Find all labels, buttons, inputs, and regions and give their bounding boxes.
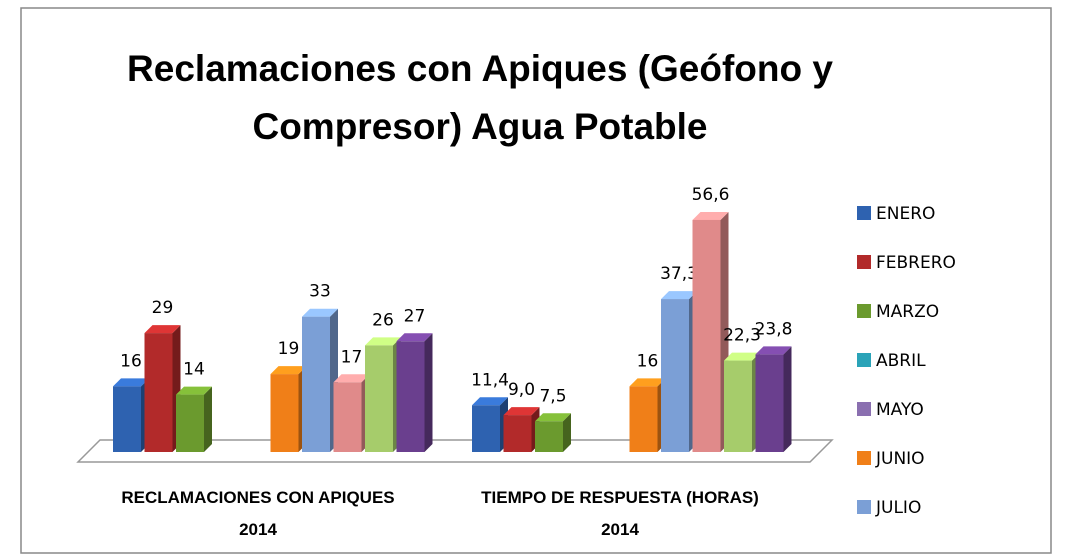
bar-top [661,291,697,300]
bar [113,386,141,452]
bar-top [113,378,149,387]
data-label: 14 [183,360,205,380]
bar-top [503,407,540,416]
bar-side [204,386,212,452]
bar-top [176,386,212,395]
x-tick-label: RECLAMACIONES CON APIQUES 2014 [121,488,395,539]
bar-top [535,413,571,422]
bar-top [333,374,370,383]
legend-label: JULIO [875,498,921,518]
data-label: 19 [278,339,300,359]
data-label: 22,3 [723,326,761,346]
data-label: 16 [637,351,659,371]
data-label: 9,0 [508,380,535,400]
bar [333,382,362,452]
chart-title: Reclamaciones con Apiques (Geófono y Com… [127,48,833,147]
bar [724,360,752,452]
bar-top [724,352,760,361]
legend-swatch [857,402,871,416]
data-label: 37,3 [660,264,698,284]
data-label: 56,6 [692,185,730,205]
legend-swatch [857,304,871,318]
legend-label: MARZO [876,302,939,322]
bar [270,374,299,452]
bar-top [692,211,729,220]
legend-label: MAYO [876,400,924,420]
bar [176,394,204,452]
bar-top [144,325,181,334]
bar-side [783,346,792,452]
legend-label: JUNIO [875,449,925,469]
legend-swatch [857,451,871,465]
legend-swatch [857,500,871,514]
bar [661,299,689,452]
data-label: 26 [372,310,394,330]
bar-top [755,346,792,355]
bar [629,386,658,452]
bar [692,219,721,452]
bar [503,415,532,452]
x-tick-label: TIEMPO DE RESPUESTA (HORAS) 2014 [481,488,759,539]
bar [396,341,425,452]
legend-label: FEBRERO [876,253,956,273]
bar [365,345,393,452]
data-label: 7,5 [539,386,566,406]
bar [144,333,173,452]
data-label: 29 [152,298,174,318]
data-label: 16 [120,351,142,371]
data-label: 17 [341,347,363,367]
legend-swatch [857,353,871,367]
bar [302,316,330,452]
bar [472,405,500,452]
bar-top [629,378,666,387]
legend-swatch [857,206,871,220]
bar-top [365,337,401,346]
bar-top [270,366,307,375]
bar [535,421,563,452]
data-label: 33 [309,282,331,302]
data-label: 11,4 [471,370,509,390]
data-label: 27 [404,306,426,326]
bar-side [563,413,571,452]
bar [755,354,784,452]
legend-label: ABRIL [876,351,926,371]
bar-side [424,333,433,452]
data-label: 23,8 [755,319,793,339]
bar-top [396,333,433,342]
legend-label: ENERO [876,204,935,224]
legend-swatch [857,255,871,269]
bar-top [472,397,508,406]
bar-top [302,308,338,317]
